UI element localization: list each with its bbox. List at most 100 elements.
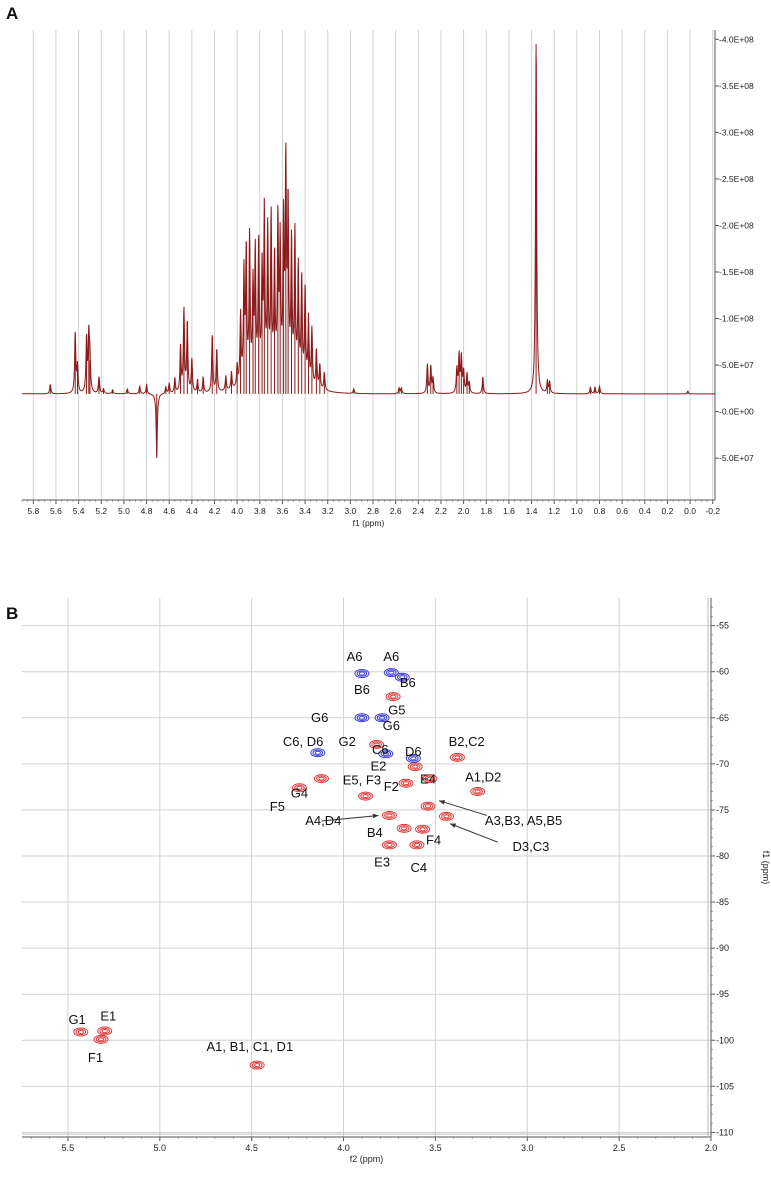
panel-label-b: B [6, 604, 19, 623]
contour-ring [95, 1036, 107, 1043]
x-tick-label: 4.6 [163, 506, 175, 516]
contour-ring [454, 755, 461, 760]
contour-ring [422, 774, 438, 784]
peak-annotation: F2 [384, 779, 399, 794]
y-tick-label: -0.0E+00 [719, 407, 754, 417]
x-tick-label: 4.4 [186, 506, 198, 516]
x-tick-label: 2.5 [613, 1143, 626, 1153]
y-tick-label: -3.0E+08 [719, 127, 754, 137]
contour-ring [443, 814, 450, 819]
contour-ring [409, 840, 425, 850]
contour-ring [374, 713, 390, 723]
contour-ring [73, 1027, 89, 1037]
y-tick-label: -55 [716, 621, 729, 631]
cross-peak [354, 713, 370, 723]
x-tick-label: 3.8 [254, 506, 266, 516]
spectrum-trace [22, 53, 715, 457]
contour-ring [411, 841, 423, 849]
contour-ring [420, 801, 436, 811]
cross-peak [385, 692, 401, 702]
x-tick-label: 5.4 [73, 506, 85, 516]
x-tick-label: 2.8 [367, 506, 379, 516]
y-tick-label: -90 [716, 943, 729, 953]
peak-annotation: A1, B1, C1, D1 [206, 1039, 293, 1054]
annotation-arrowhead [439, 800, 446, 805]
contour-ring [75, 1028, 87, 1036]
contour-ring [424, 775, 436, 782]
x-tick-label: 2.0 [705, 1143, 718, 1153]
y-tick-label: -95 [716, 989, 729, 999]
cross-peak [381, 810, 397, 820]
x-tick-label: 0.4 [639, 506, 651, 516]
peak-annotation: F5 [270, 799, 285, 814]
y-tick-label: -4.0E+08 [719, 34, 754, 44]
x-tick-label: 2.4 [412, 506, 424, 516]
y-tick-label: -1.0E+08 [719, 314, 754, 324]
cross-peak [415, 824, 431, 834]
x-tick-label: 3.4 [299, 506, 311, 516]
contour-ring [384, 812, 395, 819]
x-tick-label: 4.2 [209, 506, 221, 516]
contour-ring [409, 763, 421, 770]
contour-ring [316, 775, 327, 782]
x-tick-label: 5.0 [118, 506, 130, 516]
contour-ring [386, 813, 393, 818]
contour-ring [358, 791, 374, 801]
y-axis-title: f1 (ppm) [761, 851, 771, 885]
chart-b-hsqc-spectrum: 5.5 5.0 4.5 4.0 3.5 3.0 2.5 2.0 -55 -60 -65 -70 -75 -… [22, 598, 771, 1164]
peak-annotation: A6 [383, 649, 399, 664]
cross-peak [93, 1034, 109, 1044]
contour-ring [424, 804, 432, 809]
y-tick-label: -1.5E+08 [719, 267, 754, 277]
contour-ring [397, 674, 408, 681]
peak-annotation: C4 [411, 860, 428, 875]
x-tick-label: 1.6 [503, 506, 515, 516]
cross-peak [354, 669, 370, 679]
contour-ring [354, 713, 370, 723]
contour-ring [386, 842, 393, 847]
contour-ring [422, 803, 434, 810]
contour-ring [382, 751, 389, 756]
annotation-arrowhead [372, 813, 379, 819]
contour-ring [379, 715, 386, 720]
x-tick-label: 0.2 [662, 506, 674, 516]
x-tick-label: 3.2 [322, 506, 334, 516]
peak-annotation: E2 [370, 759, 386, 774]
contour-ring [383, 668, 399, 678]
contour-ring [426, 776, 433, 781]
x-tick-label: 4.5 [245, 1143, 258, 1153]
peak-annotation: G6 [383, 718, 400, 733]
cross-peak [313, 774, 329, 784]
peak-annotation: A3,B3, A5,B5 [485, 813, 562, 828]
contour-ring [470, 786, 486, 796]
contour-ring [384, 841, 395, 849]
cross-peak [97, 1026, 113, 1036]
contour-ring [474, 789, 481, 794]
y-tick-label: -2.5E+08 [719, 174, 754, 184]
annotation-arrowhead [450, 823, 457, 828]
cross-peak [383, 668, 399, 678]
contour-ring [251, 1061, 263, 1069]
cross-peak [369, 739, 385, 749]
x-tick-label: 5.8 [27, 506, 39, 516]
contour-ring [378, 749, 394, 759]
x-tick-label: 5.2 [95, 506, 107, 516]
y-tick-label: -2.0E+08 [719, 220, 754, 230]
peak-annotation: F4 [426, 832, 441, 847]
peak-annotation: B2,C2 [449, 734, 485, 749]
peak-annotation: B4 [367, 825, 383, 840]
annotation-arrow [321, 814, 379, 822]
contour-ring [291, 783, 307, 793]
contour-ring [97, 1026, 113, 1036]
x-tick-label: 2.2 [435, 506, 447, 516]
contour-ring [452, 754, 463, 761]
plot-area [22, 30, 715, 500]
contour-ring [356, 670, 368, 677]
x-tick-label: 2.0 [458, 506, 470, 516]
peak-annotation: E3 [374, 855, 390, 870]
contour-ring [312, 749, 324, 756]
x-tick-label: 5.0 [154, 1143, 167, 1153]
contour-ring [356, 714, 368, 721]
x-tick-label: 4.0 [231, 506, 243, 516]
y-tick-label: -110 [716, 1127, 733, 1137]
